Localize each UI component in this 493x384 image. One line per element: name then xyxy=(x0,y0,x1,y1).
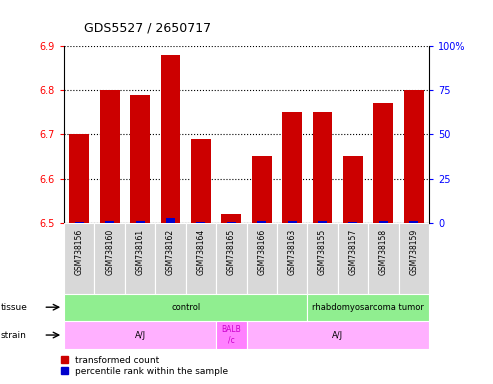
Bar xyxy=(282,113,302,223)
Text: GSM738157: GSM738157 xyxy=(349,228,357,275)
Bar xyxy=(196,222,206,223)
Bar xyxy=(191,139,211,223)
Bar xyxy=(307,223,338,294)
Text: strain: strain xyxy=(1,331,27,339)
Text: GSM738160: GSM738160 xyxy=(105,228,114,275)
Text: GDS5527 / 2650717: GDS5527 / 2650717 xyxy=(84,22,211,35)
Text: GSM738162: GSM738162 xyxy=(166,228,175,275)
Text: GSM738158: GSM738158 xyxy=(379,228,388,275)
Text: A/J: A/J xyxy=(332,331,343,339)
Bar xyxy=(343,157,363,223)
Text: BALB
/c: BALB /c xyxy=(221,325,241,345)
Bar xyxy=(136,221,144,223)
Bar xyxy=(398,223,429,294)
Text: GSM738156: GSM738156 xyxy=(75,228,84,275)
Bar xyxy=(161,55,180,223)
Bar xyxy=(155,223,186,294)
Bar xyxy=(368,223,398,294)
Bar xyxy=(338,223,368,294)
Bar xyxy=(95,223,125,294)
Bar xyxy=(404,90,423,223)
Bar xyxy=(70,134,89,223)
Text: GSM738164: GSM738164 xyxy=(196,228,206,275)
Text: rhabdomyosarcoma tumor: rhabdomyosarcoma tumor xyxy=(312,303,424,312)
Bar xyxy=(349,222,357,223)
Bar xyxy=(186,223,216,294)
Bar xyxy=(216,321,246,349)
Bar xyxy=(64,321,216,349)
Bar xyxy=(318,222,327,223)
Bar xyxy=(64,294,307,321)
Bar xyxy=(373,104,393,223)
Bar xyxy=(287,222,297,223)
Bar xyxy=(105,221,114,223)
Bar xyxy=(257,222,266,223)
Bar xyxy=(379,221,388,223)
Bar xyxy=(125,223,155,294)
Text: GSM738163: GSM738163 xyxy=(287,228,297,275)
Bar xyxy=(100,90,120,223)
Bar xyxy=(130,95,150,223)
Text: A/J: A/J xyxy=(135,331,145,339)
Bar xyxy=(75,222,84,223)
Text: GSM738159: GSM738159 xyxy=(409,228,418,275)
Bar xyxy=(166,218,175,223)
Text: control: control xyxy=(171,303,200,312)
Bar xyxy=(64,223,95,294)
Bar xyxy=(313,113,332,223)
Bar xyxy=(246,321,429,349)
Bar xyxy=(227,222,236,223)
Text: GSM738161: GSM738161 xyxy=(136,228,144,275)
Bar xyxy=(221,214,241,223)
Bar xyxy=(277,223,307,294)
Bar xyxy=(216,223,246,294)
Text: GSM738166: GSM738166 xyxy=(257,228,266,275)
Bar xyxy=(409,221,418,223)
Legend: transformed count, percentile rank within the sample: transformed count, percentile rank withi… xyxy=(59,354,230,377)
Text: GSM738155: GSM738155 xyxy=(318,228,327,275)
Bar xyxy=(246,223,277,294)
Text: GSM738165: GSM738165 xyxy=(227,228,236,275)
Bar xyxy=(252,157,272,223)
Bar xyxy=(307,294,429,321)
Text: tissue: tissue xyxy=(1,303,28,312)
